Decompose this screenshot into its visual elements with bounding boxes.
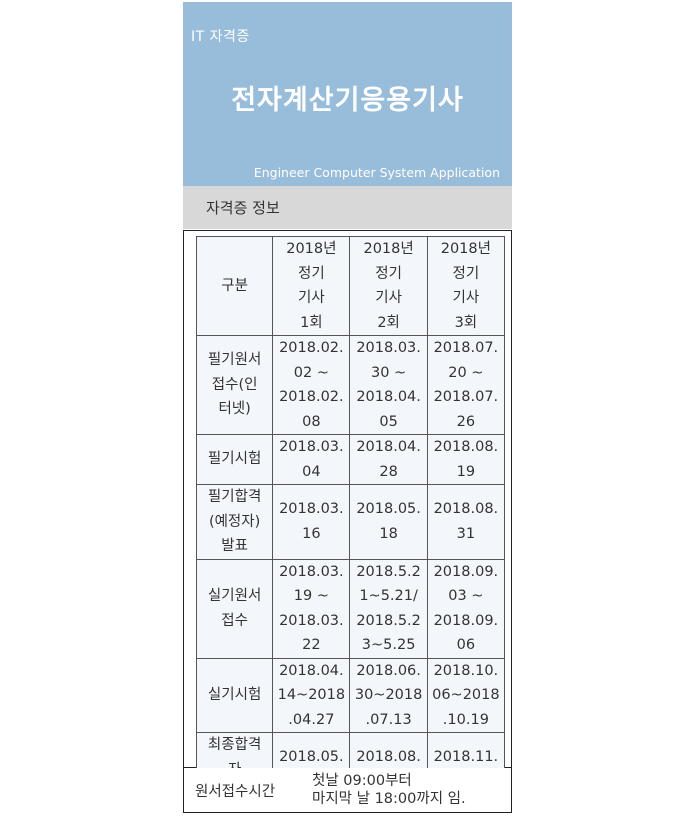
category-label: IT 자격증	[191, 29, 250, 45]
table-cell: 2018.09. 03 ~ 2018.09. 06	[426, 558, 506, 659]
table-cell: 2018.05. 18	[349, 484, 428, 560]
table-cell: 2018.03. 04	[272, 434, 351, 485]
table-header-row: 구분 2018년 정기 기사 1회 2018년 정기 기사 2회 2018년 정…	[195, 236, 506, 336]
schedule-table-container: 구분 2018년 정기 기사 1회 2018년 정기 기사 2회 2018년 정…	[183, 230, 512, 808]
table-row: 필기합격 (예정자) 발표 2018.03. 16 2018.05. 18 20…	[195, 484, 506, 560]
table-cell: 2018.08. 19	[426, 434, 506, 485]
table-cell: 2018.03. 30 ~ 2018.04. 05	[349, 335, 428, 435]
table-cell: 2018.07. 20 ~ 2018.07. 26	[426, 335, 506, 435]
english-title: Engineer Computer System Application	[253, 165, 500, 180]
table-cell: 2018.04. 14~2018 .04.27	[272, 657, 351, 733]
application-time-value: 첫날 09:00부터 마지막 날 18:00까지 임.	[312, 773, 466, 807]
table-cell: 2018.03. 19 ~ 2018.03. 22	[272, 558, 351, 659]
row-header: 필기원서 접수(인 터넷)	[195, 335, 274, 435]
table-cell: 2018.5.2 1~5.21/ 2018.5.2 3~5.25	[349, 558, 428, 659]
table-cell: 2018.02. 02 ~ 2018.02. 08	[272, 335, 351, 435]
table-row: 필기시험 2018.03. 04 2018.04. 28 2018.08. 19	[195, 434, 506, 485]
section-label: 자격증 정보	[206, 199, 280, 217]
table-row: 필기원서 접수(인 터넷) 2018.02. 02 ~ 2018.02. 08 …	[195, 335, 506, 435]
column-header: 2018년 정기 기사 2회	[349, 236, 428, 336]
table-cell: 2018.03. 16	[272, 484, 351, 560]
table-cell: 2018.06. 30~2018 .07.13	[349, 657, 428, 733]
row-header: 필기시험	[195, 434, 274, 485]
page-title: 전자계산기응용기사	[231, 85, 464, 116]
header-banner: IT 자격증 전자계산기응용기사 Engineer Computer Syste…	[183, 2, 512, 186]
column-header: 2018년 정기 기사 1회	[272, 236, 351, 336]
schedule-table: 구분 2018년 정기 기사 1회 2018년 정기 기사 2회 2018년 정…	[195, 236, 506, 808]
table-row: 실기시험 2018.04. 14~2018 .04.27 2018.06. 30…	[195, 657, 506, 733]
row-header: 실기원서 접수	[195, 558, 274, 659]
row-header: 필기합격 (예정자) 발표	[195, 484, 274, 560]
table-cell: 2018.08. 31	[426, 484, 506, 560]
column-header: 2018년 정기 기사 3회	[426, 236, 506, 336]
table-cell: 2018.04. 28	[349, 434, 428, 485]
application-time-label: 원서접수시간	[195, 784, 276, 800]
section-header: 자격증 정보	[183, 186, 512, 229]
table-corner-header: 구분	[195, 236, 274, 336]
certificate-card: IT 자격증 전자계산기응용기사 Engineer Computer Syste…	[183, 2, 512, 813]
table-cell: 2018.10. 06~2018 .10.19	[426, 657, 506, 733]
row-header: 실기시험	[195, 657, 274, 733]
application-time-row: 원서접수시간 첫날 09:00부터 마지막 날 18:00까지 임.	[183, 768, 512, 813]
table-row: 실기원서 접수 2018.03. 19 ~ 2018.03. 22 2018.5…	[195, 558, 506, 659]
